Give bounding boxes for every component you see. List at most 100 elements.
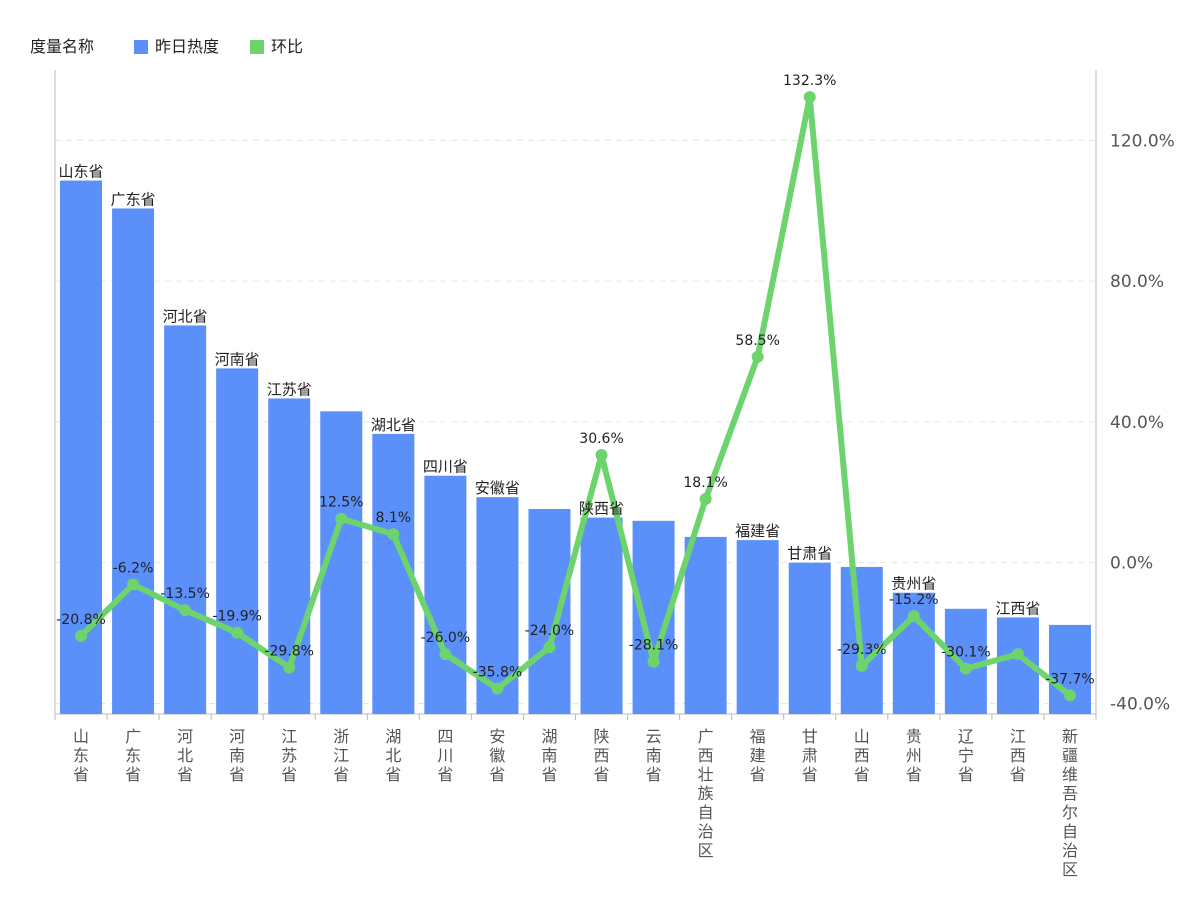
bar-data-label: 山东省 — [59, 163, 104, 181]
bar — [424, 475, 467, 714]
x-tick-label: 安徽省 — [489, 727, 505, 784]
legend-swatch-bar — [134, 40, 148, 54]
x-tick-label: 广东省 — [125, 727, 141, 784]
bar-data-label: 陕西省 — [579, 500, 624, 518]
y-tick-label-right: 40.0% — [1110, 413, 1164, 433]
x-tick-label: 湖南省 — [541, 727, 557, 784]
x-tick-label: 贵州省 — [906, 727, 922, 784]
x-tick-label: 四川省 — [437, 727, 453, 784]
line-point — [1011, 648, 1024, 661]
tick-labels: 120.0%80.0%40.0%0.0%-40.0%山东省广东省河北省河南省江苏… — [73, 131, 1175, 879]
line-point — [647, 655, 660, 668]
line-data-label: 58.5% — [735, 333, 779, 349]
x-tick-label: 河北省 — [177, 727, 193, 784]
line-point — [699, 492, 712, 505]
x-tick-label: 云南省 — [646, 727, 662, 784]
x-tick-label: 山东省 — [73, 727, 89, 784]
line-data-label: 18.1% — [683, 475, 727, 491]
line-data-label: -26.0% — [421, 630, 471, 646]
line-data-label: -15.2% — [889, 592, 939, 608]
bar — [788, 562, 831, 714]
line-series — [75, 91, 1076, 702]
x-tick-label: 浙江省 — [333, 727, 349, 784]
line-data-label: -29.3% — [837, 642, 887, 658]
bar-data-label: 河南省 — [215, 350, 260, 368]
line-data-label: -24.0% — [525, 623, 575, 639]
x-tick-label: 广西壮族自治区 — [698, 727, 714, 860]
x-tick-label: 甘肃省 — [802, 727, 818, 784]
line-point — [179, 604, 192, 617]
line-point — [751, 350, 764, 363]
line-point — [1063, 689, 1076, 702]
bar-series — [60, 180, 1091, 714]
line-data-label: -20.8% — [56, 612, 106, 628]
x-tick-label: 江苏省 — [281, 727, 297, 784]
legend-label-line: 环比 — [271, 37, 303, 56]
bar-data-label: 贵州省 — [891, 575, 936, 593]
gridlines — [55, 139, 1096, 704]
line-point — [283, 661, 296, 674]
x-tick-label: 新疆维吾尔自治区 — [1062, 727, 1078, 879]
line-point — [439, 648, 452, 661]
bar — [944, 608, 987, 714]
line-point — [907, 610, 920, 623]
legend-title: 度量名称 — [30, 37, 94, 56]
line-data-label: 12.5% — [319, 495, 363, 511]
line-data-label: -29.8% — [264, 644, 314, 660]
line-point — [543, 641, 556, 654]
y-tick-label-right: 120.0% — [1110, 131, 1175, 151]
x-tick-label: 湖北省 — [385, 727, 401, 784]
legend-swatch-line — [250, 40, 264, 54]
y-tick-label-right: -40.0% — [1110, 694, 1170, 714]
line-data-label: -6.2% — [113, 560, 154, 576]
line-point — [803, 91, 816, 104]
line-point — [855, 659, 868, 672]
line-path — [78, 94, 1073, 699]
bar — [164, 325, 207, 714]
line-data-label: 132.3% — [783, 73, 836, 89]
y-tick-label-right: 0.0% — [1110, 554, 1153, 574]
bar-data-label: 甘肃省 — [787, 545, 832, 563]
line-point — [75, 629, 88, 642]
line-point — [959, 662, 972, 675]
line-point — [231, 626, 244, 639]
line-data-label: -35.8% — [473, 665, 523, 681]
x-tick-label: 山西省 — [854, 727, 870, 784]
line-point — [387, 528, 400, 541]
line-point — [127, 578, 140, 591]
bar-data-label: 广东省 — [111, 190, 156, 208]
line-data-label: -19.9% — [212, 609, 262, 625]
x-tick-label: 江西省 — [1010, 727, 1026, 784]
bar-data-label: 河北省 — [163, 307, 208, 325]
line-data-label: -28.1% — [629, 638, 679, 654]
line-data-label: 8.1% — [376, 510, 412, 526]
bar — [112, 208, 155, 714]
x-tick-label: 福建省 — [750, 727, 766, 784]
line-point — [335, 512, 348, 525]
bar-data-label: 安徽省 — [475, 479, 520, 497]
bar — [684, 536, 727, 714]
bar-data-label: 湖北省 — [371, 416, 416, 434]
line-point — [491, 682, 504, 695]
bar-data-label: 江西省 — [995, 599, 1040, 617]
legend-label-bar: 昨日热度 — [155, 37, 219, 56]
bar-data-label: 福建省 — [735, 522, 780, 540]
x-tick-label: 辽宁省 — [958, 727, 974, 784]
line-data-label: 30.6% — [579, 431, 623, 447]
bar — [216, 368, 259, 714]
line-point — [595, 448, 608, 461]
x-tick-label: 陕西省 — [594, 727, 610, 784]
line-data-label: -30.1% — [941, 645, 991, 661]
line-data-label: -37.7% — [1045, 671, 1095, 687]
y-tick-label-right: 80.0% — [1110, 272, 1164, 292]
line-data-label: -13.5% — [160, 586, 210, 602]
x-tick-label: 河南省 — [229, 727, 245, 784]
bar — [580, 517, 623, 714]
bar-data-label: 江苏省 — [267, 380, 312, 398]
bar — [736, 540, 779, 714]
bar-data-label: 四川省 — [423, 458, 468, 476]
legend: 度量名称 昨日热度 环比 — [30, 37, 303, 56]
